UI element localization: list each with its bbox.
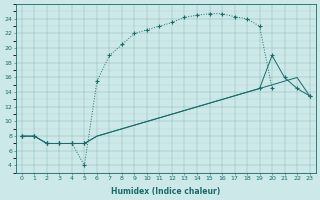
X-axis label: Humidex (Indice chaleur): Humidex (Indice chaleur)	[111, 187, 220, 196]
